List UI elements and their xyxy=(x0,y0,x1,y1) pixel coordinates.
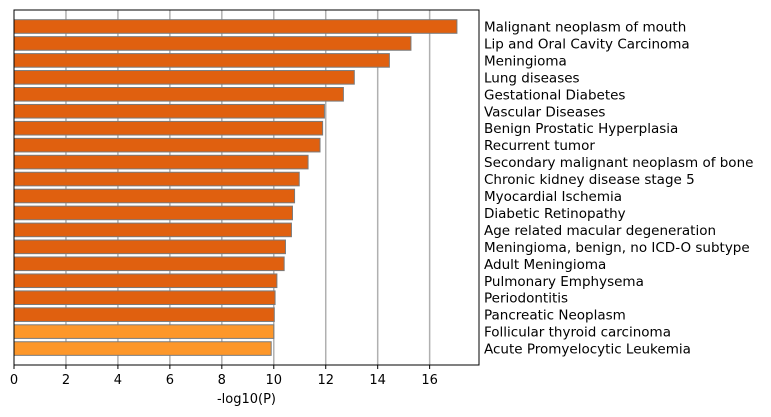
category-label: Pancreatic Neoplasm xyxy=(484,308,626,324)
category-label: Recurrent tumor xyxy=(484,138,595,154)
category-label: Gestational Diabetes xyxy=(484,87,625,103)
category-label: Pulmonary Emphysema xyxy=(484,274,644,290)
bar xyxy=(13,103,325,119)
x-tick-label: 0 xyxy=(10,373,18,388)
bar xyxy=(13,70,355,85)
category-label: Meningioma xyxy=(484,53,567,69)
x-tick-label: 8 xyxy=(218,373,226,388)
x-tick-label: 16 xyxy=(421,373,438,388)
bar xyxy=(13,120,324,136)
category-label: Adult Meningioma xyxy=(484,257,606,273)
x-tick-label: 6 xyxy=(166,373,174,388)
category-label: Myocardial Ischemia xyxy=(484,189,622,205)
category-label: Benign Prostatic Hyperplasia xyxy=(484,121,678,137)
category-label: Acute Promyelocytic Leukemia xyxy=(484,342,691,358)
bar xyxy=(13,53,390,68)
category-label: Periodontitis xyxy=(484,291,568,307)
category-label: Lip and Oral Cavity Carcinoma xyxy=(484,36,690,52)
bar xyxy=(13,341,272,356)
category-label: Meningioma, benign, no ICD-O subtype xyxy=(484,240,750,256)
bar xyxy=(13,87,344,102)
bar xyxy=(13,290,276,305)
bar xyxy=(13,137,321,153)
x-tick-label: 10 xyxy=(266,373,283,388)
x-tick-label: 2 xyxy=(62,373,70,388)
bar xyxy=(13,188,296,204)
category-label: Follicular thyroid carcinoma xyxy=(484,325,671,341)
grid-lines xyxy=(65,10,431,365)
bar xyxy=(13,324,275,339)
bar xyxy=(13,205,293,221)
category-label: Secondary malignant neoplasm of bone xyxy=(484,155,753,171)
x-tick-label: 14 xyxy=(369,373,386,388)
bar xyxy=(13,222,292,238)
x-axis-label: -log10(P) xyxy=(217,392,276,407)
bar xyxy=(13,273,278,289)
plot-frame xyxy=(13,9,480,366)
category-label: Age related macular degeneration xyxy=(484,223,716,239)
x-tick-label: 4 xyxy=(114,373,122,388)
category-label: Malignant neoplasm of mouth xyxy=(484,20,686,36)
x-axis-ticks: 0 2 4 6 8 10 12 14 16 xyxy=(10,365,438,388)
bar xyxy=(13,154,309,170)
bar xyxy=(13,171,300,187)
bars xyxy=(13,19,458,356)
bar xyxy=(13,256,285,272)
bar xyxy=(13,19,458,34)
x-tick-label: 12 xyxy=(317,373,334,388)
category-label: Lung diseases xyxy=(484,70,580,86)
category-label: Vascular Diseases xyxy=(484,104,605,120)
bar xyxy=(13,36,412,51)
bar xyxy=(13,239,286,255)
bar xyxy=(13,307,275,322)
category-label: Diabetic Retinopathy xyxy=(484,206,626,222)
category-label: Chronic kidney disease stage 5 xyxy=(484,172,695,188)
